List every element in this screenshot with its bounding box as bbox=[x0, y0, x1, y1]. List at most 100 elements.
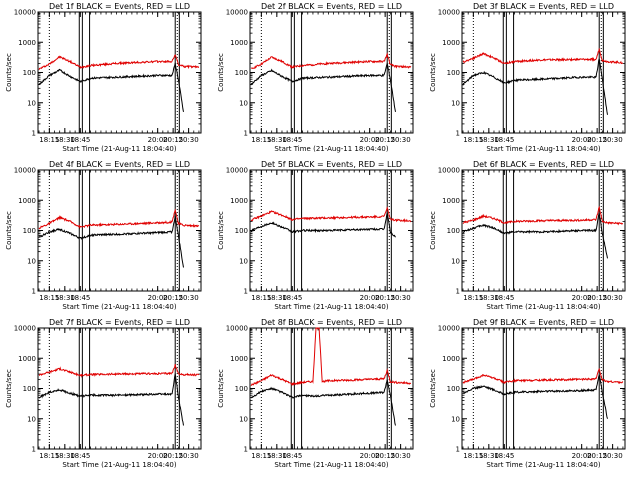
x-tick-label: 20:30 bbox=[179, 294, 199, 302]
y-tick-label: 1000 bbox=[230, 355, 248, 363]
x-tick-label: 20:30 bbox=[603, 294, 623, 302]
y-tick-label: 10 bbox=[451, 257, 460, 265]
axes-frame bbox=[461, 11, 626, 134]
y-tick-label: 10 bbox=[451, 99, 460, 107]
events-series-line bbox=[462, 212, 608, 259]
y-tick-label: 1 bbox=[32, 288, 36, 296]
plot-title: Det 3f BLACK = Events, RED = LLD bbox=[473, 2, 614, 11]
x-tick-label: 20:15 bbox=[587, 294, 607, 302]
plot-title: Det 2f BLACK = Events, RED = LLD bbox=[261, 2, 402, 11]
y-tick-label: 10 bbox=[27, 257, 36, 265]
lld-series-line bbox=[462, 367, 624, 385]
lld-series-line bbox=[38, 54, 200, 70]
plot-panel-7: Det 7f BLACK = Events, RED = LLD 1 10 100 10… bbox=[5, 318, 202, 469]
y-tick-label: 1 bbox=[456, 446, 460, 454]
y-axis-label: Counts/sec bbox=[429, 211, 437, 250]
y-tick-label: 1000 bbox=[18, 197, 36, 205]
y-tick-label: 1 bbox=[456, 288, 460, 296]
x-axis-label: Start Time (21-Aug-11 18:04:40) bbox=[486, 145, 600, 153]
x-tick-label: 20:15 bbox=[587, 136, 607, 144]
x-tick-label: 18:15 bbox=[39, 294, 59, 302]
y-tick-label: 100 bbox=[23, 227, 36, 235]
events-series-line bbox=[38, 373, 184, 426]
y-tick-label: 1000 bbox=[442, 197, 460, 205]
y-tick-label: 10 bbox=[239, 99, 248, 107]
x-axis-label: Start Time (21-Aug-11 18:04:40) bbox=[274, 303, 388, 311]
x-tick-label: 18:15 bbox=[463, 136, 483, 144]
plot-title: Det 8f BLACK = Events, RED = LLD bbox=[261, 318, 402, 327]
x-axis-label: Start Time (21-Aug-11 18:04:40) bbox=[486, 461, 600, 469]
x-axis-label: Start Time (21-Aug-11 18:04:40) bbox=[62, 303, 176, 311]
x-tick-label: 20:15 bbox=[375, 136, 395, 144]
plot-title: Det 4f BLACK = Events, RED = LLD bbox=[49, 160, 190, 169]
lld-series-line bbox=[250, 206, 412, 223]
y-axis-label: Counts/sec bbox=[5, 369, 13, 408]
y-tick-label: 1000 bbox=[18, 39, 36, 47]
x-tick-label: 18:30 bbox=[479, 294, 499, 302]
plot-panel-6: Det 6f BLACK = Events, RED = LLD 1 10 100 10… bbox=[429, 160, 626, 311]
x-tick-label: 20:00 bbox=[360, 294, 380, 302]
x-tick-label: 18:15 bbox=[251, 452, 271, 460]
lld-series-line bbox=[462, 205, 623, 226]
y-axis-label: Counts/sec bbox=[217, 211, 225, 250]
x-axis-label: Start Time (21-Aug-11 18:04:40) bbox=[62, 145, 176, 153]
lld-series-line bbox=[462, 47, 624, 65]
x-tick-label: 18:30 bbox=[267, 452, 287, 460]
x-axis-label: Start Time (21-Aug-11 18:04:40) bbox=[274, 145, 388, 153]
y-tick-label: 10000 bbox=[14, 167, 36, 175]
y-axis-label: Counts/sec bbox=[5, 211, 13, 250]
x-tick-label: 18:15 bbox=[251, 294, 271, 302]
events-series-line bbox=[250, 379, 396, 426]
x-tick-label: 18:45 bbox=[70, 136, 90, 144]
y-tick-label: 10000 bbox=[438, 167, 460, 175]
y-tick-label: 10 bbox=[27, 99, 36, 107]
y-tick-label: 100 bbox=[447, 69, 460, 77]
y-tick-label: 1 bbox=[244, 130, 248, 138]
x-tick-label: 18:15 bbox=[251, 136, 271, 144]
x-tick-label: 18:45 bbox=[70, 452, 90, 460]
x-tick-label: 18:30 bbox=[55, 452, 75, 460]
x-tick-label: 18:45 bbox=[494, 294, 514, 302]
y-tick-label: 1 bbox=[244, 446, 248, 454]
events-series-line bbox=[462, 373, 608, 419]
x-tick-label: 18:15 bbox=[39, 452, 59, 460]
y-tick-label: 10 bbox=[239, 257, 248, 265]
y-tick-label: 1 bbox=[244, 288, 248, 296]
x-axis-label: Start Time (21-Aug-11 18:04:40) bbox=[486, 303, 600, 311]
y-tick-label: 100 bbox=[235, 227, 248, 235]
x-tick-label: 18:45 bbox=[282, 452, 302, 460]
x-tick-label: 18:30 bbox=[267, 294, 287, 302]
events-series-line bbox=[250, 212, 396, 238]
y-tick-label: 1000 bbox=[230, 39, 248, 47]
y-tick-label: 10000 bbox=[226, 325, 248, 333]
plot-panel-5: Det 5f BLACK = Events, RED = LLD 1 10 100 10… bbox=[217, 160, 414, 311]
x-tick-label: 20:30 bbox=[603, 452, 623, 460]
y-tick-label: 1000 bbox=[230, 197, 248, 205]
x-tick-label: 20:00 bbox=[572, 136, 592, 144]
plot-panel-8: Det 8f BLACK = Events, RED = LLD 1 10 100 10… bbox=[217, 318, 414, 469]
y-tick-label: 100 bbox=[447, 385, 460, 393]
x-axis-label: Start Time (21-Aug-11 18:04:40) bbox=[274, 461, 388, 469]
y-tick-label: 1000 bbox=[442, 39, 460, 47]
x-tick-label: 18:30 bbox=[479, 136, 499, 144]
y-tick-label: 100 bbox=[23, 69, 36, 77]
x-tick-label: 20:15 bbox=[375, 452, 395, 460]
x-tick-label: 20:15 bbox=[163, 452, 183, 460]
y-tick-label: 100 bbox=[235, 69, 248, 77]
plot-panel-4: Det 4f BLACK = Events, RED = LLD 1 10 100 10… bbox=[5, 160, 202, 311]
events-series-line bbox=[38, 62, 184, 112]
y-tick-label: 10000 bbox=[226, 167, 248, 175]
plot-title: Det 5f BLACK = Events, RED = LLD bbox=[261, 160, 402, 169]
x-tick-label: 20:30 bbox=[603, 136, 623, 144]
x-tick-label: 18:30 bbox=[55, 136, 75, 144]
x-tick-label: 18:15 bbox=[39, 136, 59, 144]
x-tick-label: 20:15 bbox=[163, 136, 183, 144]
lld-series-line bbox=[250, 327, 412, 387]
x-tick-label: 20:30 bbox=[391, 452, 411, 460]
y-tick-label: 1 bbox=[32, 446, 36, 454]
x-tick-label: 18:30 bbox=[479, 452, 499, 460]
plot-panel-1: Det 1f BLACK = Events, RED = LLD 1 10 100 10… bbox=[5, 2, 202, 153]
x-tick-label: 20:30 bbox=[179, 452, 199, 460]
x-tick-label: 20:00 bbox=[572, 452, 592, 460]
